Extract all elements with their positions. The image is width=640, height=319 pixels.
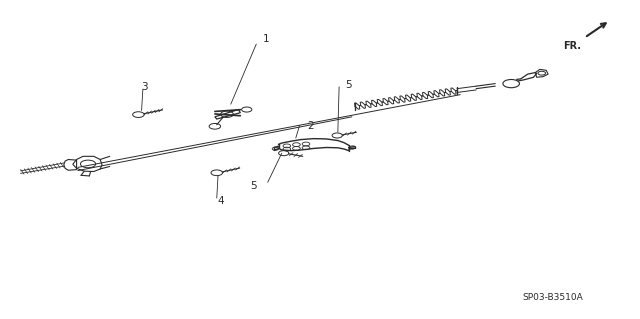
- Text: 5: 5: [250, 182, 257, 191]
- Text: SP03-B3510A: SP03-B3510A: [522, 293, 583, 301]
- Text: 3: 3: [141, 82, 148, 92]
- Text: 2: 2: [307, 121, 314, 131]
- Text: FR.: FR.: [563, 41, 580, 51]
- Text: 4: 4: [218, 196, 225, 206]
- Text: 5: 5: [346, 80, 352, 90]
- Text: 1: 1: [262, 34, 269, 44]
